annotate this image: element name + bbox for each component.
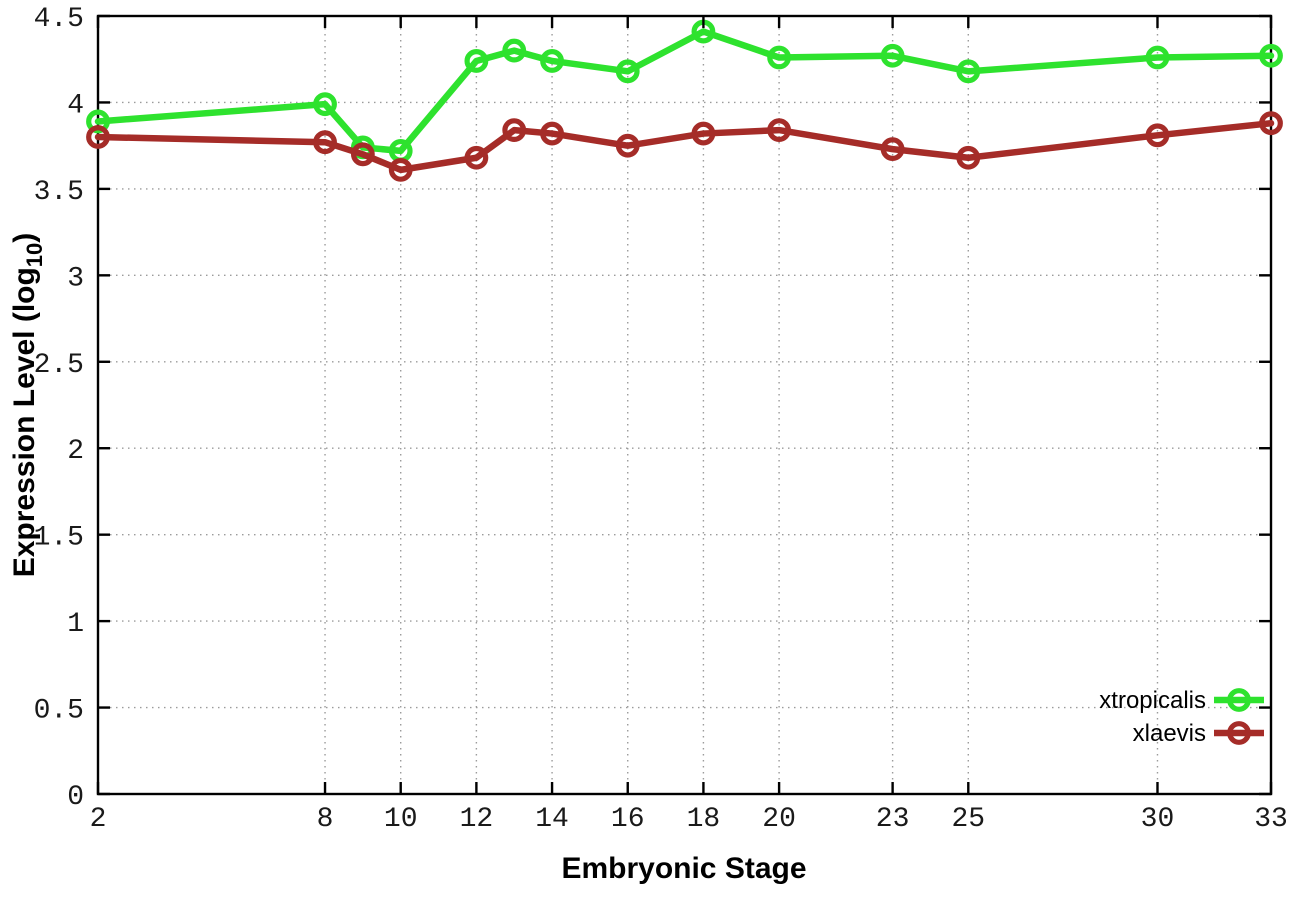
data-point-xtropicalis — [313, 92, 337, 117]
y-tick-label: 2.5 — [34, 350, 84, 381]
data-point-xlaevis — [767, 118, 791, 143]
data-series — [86, 19, 1283, 182]
data-point-xlaevis — [540, 121, 564, 146]
data-point-xlaevis — [1145, 123, 1170, 148]
series-line-xlaevis — [94, 119, 1275, 174]
x-tick-label: 10 — [384, 804, 418, 835]
plot-border — [96, 14, 1273, 796]
x-tick-label: 30 — [1141, 804, 1175, 835]
data-point-xlaevis — [880, 137, 905, 162]
legend: xtropicalis xlaevis — [1099, 687, 1264, 747]
series-line-xtropicalis — [94, 28, 1275, 155]
x-tick-label: 18 — [687, 804, 721, 835]
y-axis-title-subscript: 10 — [22, 243, 47, 267]
legend-marker-xtropicalis — [1227, 688, 1251, 712]
y-tick-label: 2 — [67, 436, 84, 467]
data-point-xtropicalis — [502, 38, 527, 63]
tick-labels: 2 8 10 12 14 16 18 20 23 25 30 33 0 0.5 1 1.5 2 2.5 3 3.5 4 4… — [34, 4, 1288, 835]
x-tick-label: 16 — [611, 804, 645, 835]
x-tick-label: 33 — [1254, 804, 1288, 835]
y-tick-label: 1 — [67, 609, 84, 640]
data-point-xlaevis — [388, 157, 413, 182]
data-point-xlaevis — [502, 118, 527, 143]
data-point-xtropicalis — [86, 109, 110, 134]
data-point-xtropicalis — [767, 45, 791, 70]
legend-label-xlaevis: xlaevis — [1133, 720, 1206, 747]
data-point-xlaevis — [691, 121, 716, 146]
grid-lines — [98, 16, 1271, 794]
y-axis-title: Expression Level (log10) — [8, 233, 47, 578]
x-tick-label: 14 — [535, 804, 569, 835]
axis-ticks — [96, 14, 1273, 796]
data-point-xtropicalis — [540, 49, 564, 73]
y-axis-title-close: ) — [8, 233, 41, 243]
y-tick-label: 4 — [67, 90, 84, 121]
x-tick-label: 12 — [460, 804, 494, 835]
x-tick-label: 2 — [90, 804, 107, 835]
y-tick-label: 3 — [67, 263, 84, 294]
x-tick-label: 8 — [317, 804, 334, 835]
data-point-xlaevis — [956, 145, 981, 170]
data-point-xtropicalis — [1145, 45, 1170, 70]
data-point-xtropicalis — [1259, 43, 1283, 68]
data-point-xtropicalis — [956, 59, 981, 84]
legend-marker-xlaevis — [1227, 721, 1251, 745]
data-point-xlaevis — [464, 145, 489, 170]
y-tick-label: 3.5 — [34, 177, 84, 208]
y-tick-label: 0 — [67, 782, 84, 813]
x-tick-label: 23 — [876, 804, 910, 835]
y-tick-label: 0.5 — [34, 696, 84, 727]
data-point-xtropicalis — [464, 49, 489, 73]
legend-label-xtropicalis: xtropicalis — [1099, 687, 1206, 714]
y-axis-title-text: Expression Level (log — [8, 267, 41, 577]
data-point-xlaevis — [350, 142, 375, 167]
y-tick-label: 4.5 — [34, 4, 84, 35]
x-tick-label: 25 — [951, 804, 985, 835]
x-tick-label: 20 — [762, 804, 796, 835]
data-point-xlaevis — [86, 125, 110, 149]
data-point-xlaevis — [615, 133, 640, 158]
y-tick-label: 1.5 — [34, 523, 84, 554]
x-axis-title: Embryonic Stage — [561, 852, 806, 885]
data-point-xtropicalis — [615, 59, 640, 84]
data-point-xlaevis — [313, 130, 337, 155]
data-point-xlaevis — [1259, 111, 1283, 136]
data-point-xtropicalis — [880, 43, 905, 68]
